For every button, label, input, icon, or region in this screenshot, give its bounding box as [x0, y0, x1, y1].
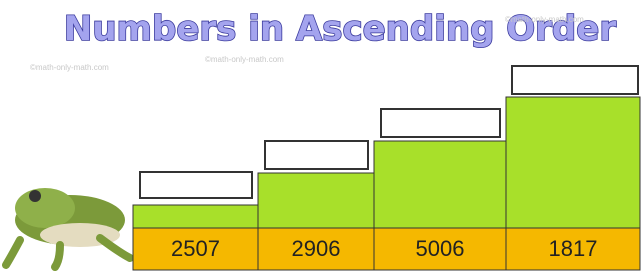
answer-box [265, 141, 368, 169]
step [133, 205, 258, 228]
step [506, 97, 640, 228]
number: 1817 [549, 236, 598, 261]
worksheet: Numbers in Ascending Order ©math-only-ma… [0, 0, 643, 272]
answer-box [140, 172, 252, 198]
answer-box [512, 66, 638, 94]
watermark: ©math-only-math.com [205, 55, 284, 64]
step [258, 173, 374, 228]
number: 2507 [171, 236, 220, 261]
watermark: ©math-only-math.com [505, 15, 584, 24]
watermark: ©math-only-math.com [30, 63, 109, 72]
step [374, 141, 506, 228]
number: 5006 [416, 236, 465, 261]
answer-box [381, 109, 500, 137]
number: 2906 [292, 236, 341, 261]
